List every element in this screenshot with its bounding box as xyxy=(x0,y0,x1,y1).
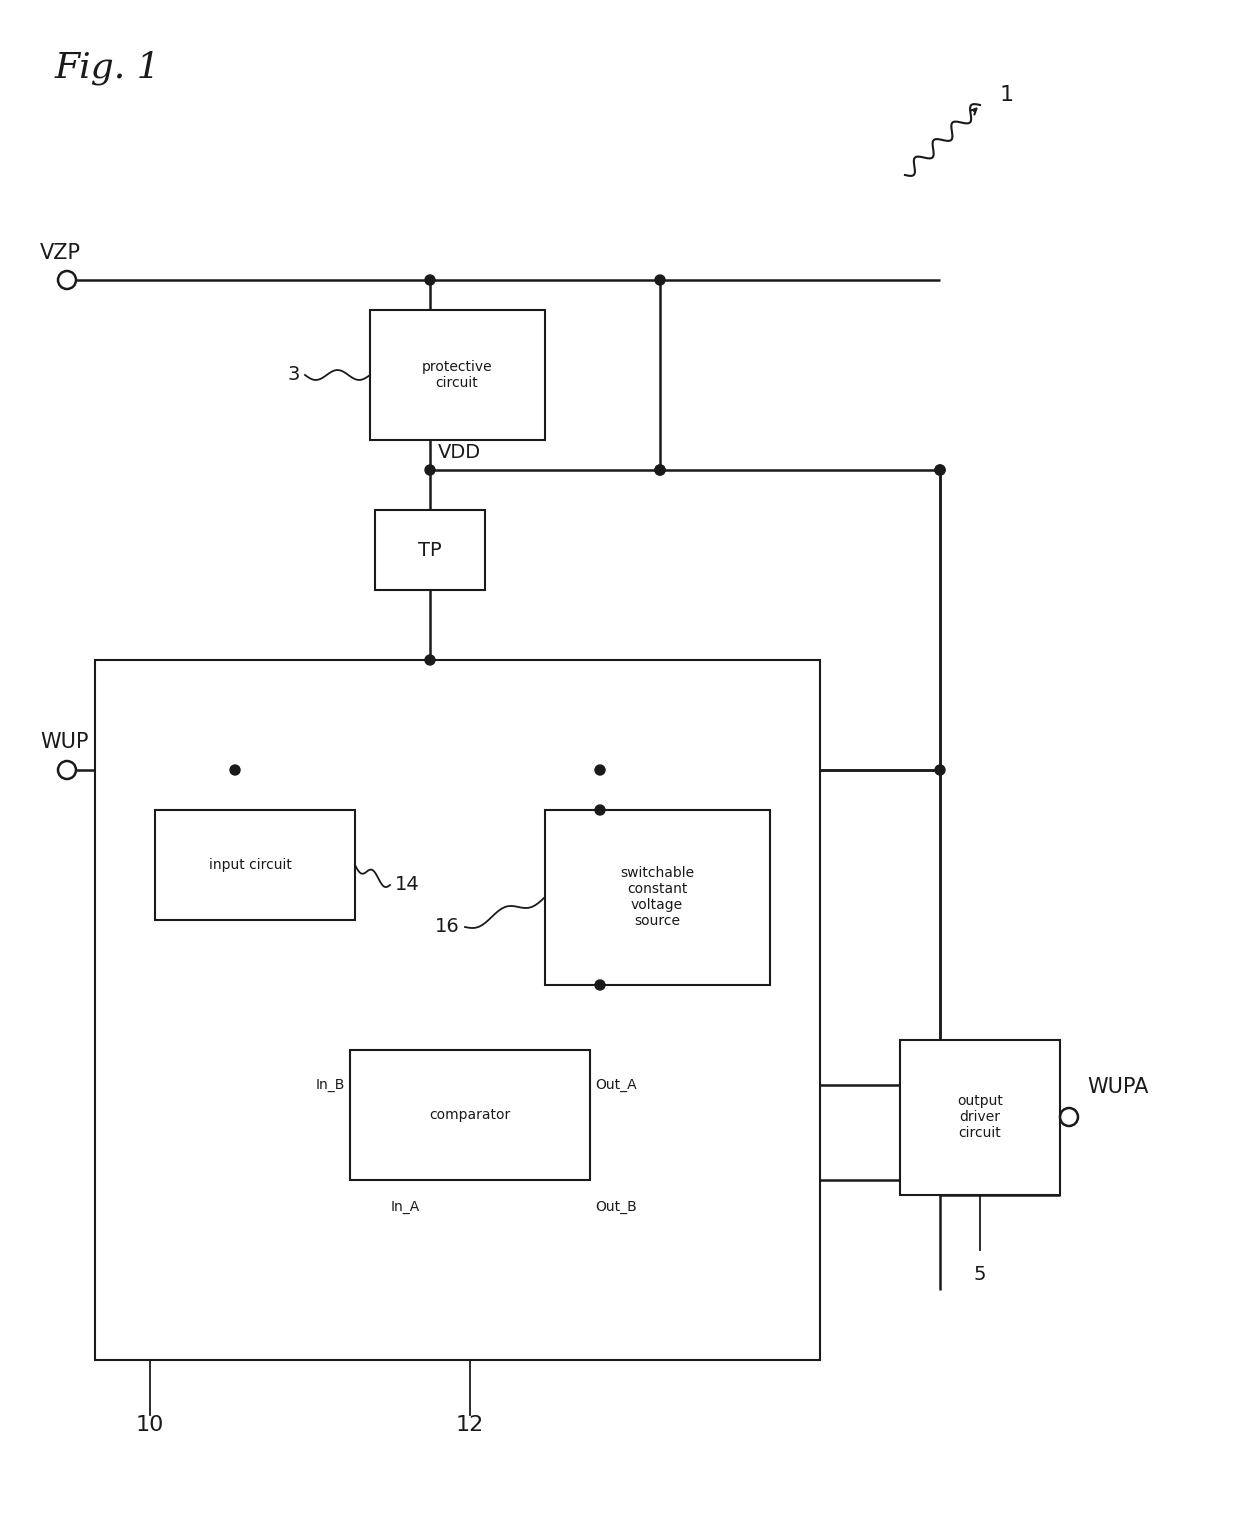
Text: WUP: WUP xyxy=(40,732,88,752)
Bar xyxy=(370,309,546,440)
Text: In_B: In_B xyxy=(316,1079,345,1092)
Circle shape xyxy=(935,466,945,475)
Text: TP: TP xyxy=(418,541,441,559)
Bar xyxy=(95,660,820,1360)
Text: 14: 14 xyxy=(396,875,420,895)
Text: 3: 3 xyxy=(288,366,300,385)
Text: Out_B: Out_B xyxy=(595,1200,637,1213)
Text: 1: 1 xyxy=(999,84,1014,106)
Text: VDD: VDD xyxy=(438,443,481,461)
Circle shape xyxy=(655,276,665,285)
Text: switchable
constant
voltage
source: switchable constant voltage source xyxy=(620,866,694,928)
Circle shape xyxy=(595,980,605,990)
Circle shape xyxy=(655,466,665,475)
Circle shape xyxy=(425,656,435,665)
Bar xyxy=(350,1049,590,1180)
Text: Fig. 1: Fig. 1 xyxy=(55,51,161,86)
Text: 16: 16 xyxy=(435,918,460,936)
Text: Out_A: Out_A xyxy=(595,1079,636,1092)
Circle shape xyxy=(229,764,241,775)
Text: 10: 10 xyxy=(136,1416,164,1435)
Circle shape xyxy=(595,764,605,775)
Bar xyxy=(155,810,355,921)
Text: VZP: VZP xyxy=(40,244,81,264)
Text: 12: 12 xyxy=(456,1416,484,1435)
Circle shape xyxy=(935,764,945,775)
Bar xyxy=(900,1040,1060,1195)
Circle shape xyxy=(425,276,435,285)
Bar xyxy=(546,810,770,985)
Text: protective
circuit: protective circuit xyxy=(422,360,492,391)
Text: output
driver
circuit: output driver circuit xyxy=(957,1094,1003,1140)
Circle shape xyxy=(655,466,665,475)
Circle shape xyxy=(425,466,435,475)
Text: WUPA: WUPA xyxy=(1087,1077,1148,1097)
Circle shape xyxy=(935,466,945,475)
Text: 5: 5 xyxy=(973,1265,986,1284)
Text: In_A: In_A xyxy=(391,1200,419,1213)
Text: comparator: comparator xyxy=(429,1108,511,1121)
Bar xyxy=(374,510,485,590)
Circle shape xyxy=(595,804,605,815)
Text: input circuit: input circuit xyxy=(208,858,291,872)
